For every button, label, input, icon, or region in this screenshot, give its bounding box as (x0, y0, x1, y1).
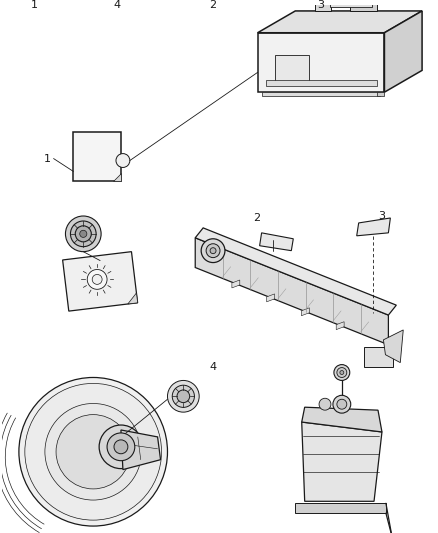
Polygon shape (258, 11, 422, 33)
Circle shape (206, 244, 220, 257)
Polygon shape (302, 407, 382, 432)
Circle shape (116, 154, 130, 167)
Polygon shape (267, 294, 275, 302)
Polygon shape (357, 218, 390, 236)
Circle shape (107, 433, 135, 461)
Circle shape (71, 221, 96, 247)
Text: 3: 3 (318, 0, 325, 10)
Circle shape (75, 226, 91, 242)
Polygon shape (74, 132, 121, 181)
Polygon shape (301, 308, 309, 316)
Circle shape (56, 415, 131, 489)
Polygon shape (336, 322, 344, 329)
Polygon shape (121, 158, 123, 164)
Circle shape (334, 365, 350, 381)
Circle shape (201, 239, 225, 263)
Circle shape (65, 216, 101, 252)
Circle shape (337, 368, 347, 377)
Polygon shape (113, 173, 121, 181)
Polygon shape (128, 293, 138, 304)
Circle shape (80, 230, 87, 237)
Polygon shape (377, 92, 385, 96)
Polygon shape (232, 280, 240, 288)
Text: 1: 1 (31, 0, 38, 10)
Polygon shape (78, 407, 115, 496)
Circle shape (172, 385, 194, 407)
Circle shape (92, 274, 102, 284)
Polygon shape (330, 1, 371, 7)
Text: 3: 3 (378, 211, 385, 221)
Circle shape (177, 390, 190, 402)
Polygon shape (350, 4, 378, 11)
Text: 1: 1 (44, 154, 51, 164)
Text: 2: 2 (253, 213, 260, 223)
Polygon shape (383, 330, 403, 362)
Polygon shape (261, 92, 381, 96)
Polygon shape (295, 503, 386, 513)
Polygon shape (121, 430, 161, 470)
Circle shape (319, 398, 331, 410)
Circle shape (87, 270, 107, 289)
Circle shape (167, 381, 199, 412)
Polygon shape (258, 33, 385, 92)
Polygon shape (364, 347, 393, 367)
Polygon shape (276, 54, 309, 82)
Circle shape (210, 248, 216, 254)
Circle shape (333, 395, 351, 413)
Circle shape (337, 399, 347, 409)
Text: 4: 4 (209, 361, 217, 372)
Circle shape (99, 425, 143, 469)
Polygon shape (195, 238, 389, 345)
Circle shape (114, 440, 128, 454)
Polygon shape (315, 3, 331, 11)
Polygon shape (63, 252, 138, 311)
Text: 4: 4 (113, 0, 120, 10)
Text: 2: 2 (209, 0, 216, 10)
Polygon shape (385, 11, 422, 92)
Circle shape (340, 370, 344, 375)
Circle shape (19, 377, 167, 526)
Circle shape (45, 403, 141, 500)
Polygon shape (302, 422, 382, 502)
Circle shape (25, 383, 162, 520)
Polygon shape (195, 228, 396, 315)
Polygon shape (260, 233, 293, 251)
Polygon shape (265, 80, 377, 86)
